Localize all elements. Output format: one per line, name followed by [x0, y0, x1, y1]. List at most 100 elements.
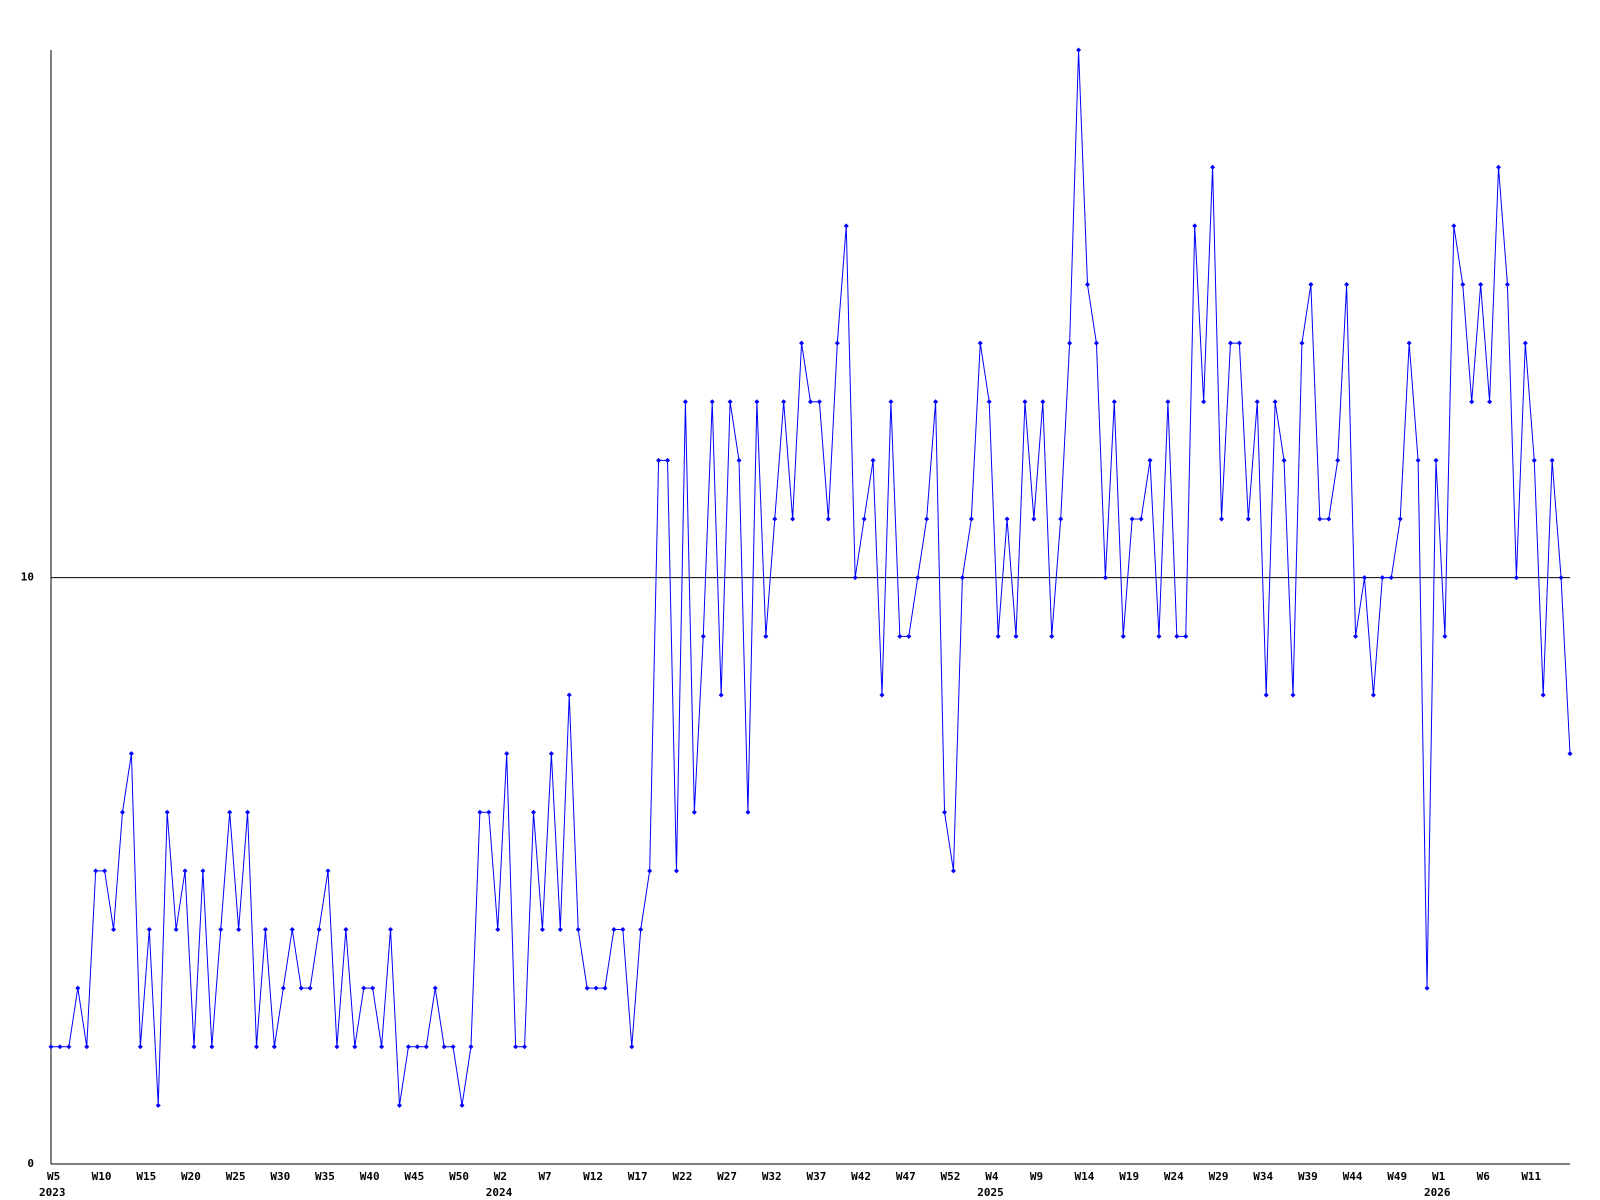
data-point: [1540, 692, 1546, 698]
data-point: [799, 340, 805, 346]
data-point: [1147, 457, 1153, 463]
data-point: [334, 1044, 340, 1050]
data-point: [173, 926, 179, 932]
data-point: [1129, 516, 1135, 522]
data-point: [584, 985, 590, 991]
data-point: [906, 633, 912, 639]
data-point: [1379, 575, 1385, 581]
data-point: [879, 692, 885, 698]
data-point: [1335, 457, 1341, 463]
data-point: [1245, 516, 1251, 522]
data-point: [977, 340, 983, 346]
data-point: [423, 1044, 429, 1050]
data-point: [888, 399, 894, 405]
data-point: [1549, 457, 1555, 463]
data-point: [1433, 457, 1439, 463]
data-point: [682, 399, 688, 405]
data-point: [629, 1044, 635, 1050]
x-tick-label: W52: [941, 1170, 961, 1183]
data-point: [513, 1044, 519, 1050]
data-point: [352, 1044, 358, 1050]
data-point: [816, 399, 822, 405]
data-point: [441, 1044, 447, 1050]
data-point: [522, 1044, 528, 1050]
x-tick-label: W1: [1432, 1170, 1446, 1183]
data-point: [825, 516, 831, 522]
data-point: [968, 516, 974, 522]
data-point: [146, 926, 152, 932]
data-point: [1388, 575, 1394, 581]
data-point: [1460, 282, 1466, 288]
data-point: [191, 1044, 197, 1050]
data-point: [84, 1044, 90, 1050]
data-point: [450, 1044, 456, 1050]
data-point: [1451, 223, 1457, 229]
x-tick-label: W45: [404, 1170, 424, 1183]
data-point: [1272, 399, 1278, 405]
data-point: [1102, 575, 1108, 581]
data-point: [933, 399, 939, 405]
data-point: [316, 926, 322, 932]
data-point: [1415, 457, 1421, 463]
data-point: [1281, 457, 1287, 463]
data-point: [1031, 516, 1037, 522]
x-year-label: 2024: [486, 1186, 513, 1199]
x-tick-label: W15: [136, 1170, 156, 1183]
data-point: [656, 457, 662, 463]
data-point: [325, 868, 331, 874]
data-point: [575, 926, 581, 932]
data-point: [280, 985, 286, 991]
x-tick-label: W35: [315, 1170, 335, 1183]
data-point: [1076, 47, 1082, 53]
x-tick-label: W27: [717, 1170, 737, 1183]
data-point: [1478, 282, 1484, 288]
data-point: [1183, 633, 1189, 639]
data-point: [691, 809, 697, 815]
data-point: [298, 985, 304, 991]
data-point: [1093, 340, 1099, 346]
x-year-label: 2026: [1424, 1186, 1451, 1199]
x-tick-label: W40: [360, 1170, 380, 1183]
x-year-label: 2023: [39, 1186, 66, 1199]
data-point: [611, 926, 617, 932]
data-point: [1344, 282, 1350, 288]
x-tick-label: W24: [1164, 1170, 1184, 1183]
x-tick-label: W11: [1521, 1170, 1541, 1183]
data-point: [754, 399, 760, 405]
x-tick-label: W47: [896, 1170, 916, 1183]
data-point: [950, 868, 956, 874]
data-point: [1317, 516, 1323, 522]
x-tick-label: W42: [851, 1170, 871, 1183]
data-point: [343, 926, 349, 932]
data-point: [137, 1044, 143, 1050]
x-tick-label: W10: [92, 1170, 112, 1183]
data-point: [182, 868, 188, 874]
x-tick-label: W49: [1387, 1170, 1407, 1183]
data-point: [700, 633, 706, 639]
x-tick-label: W50: [449, 1170, 469, 1183]
x-tick-label: W6: [1477, 1170, 1491, 1183]
data-point: [396, 1102, 402, 1108]
data-point: [1067, 340, 1073, 346]
x-tick-label: W32: [762, 1170, 782, 1183]
data-point: [1120, 633, 1126, 639]
data-point: [495, 926, 501, 932]
data-point: [638, 926, 644, 932]
x-tick-label: W25: [226, 1170, 246, 1183]
data-point: [1022, 399, 1028, 405]
data-point: [48, 1044, 54, 1050]
data-point: [870, 457, 876, 463]
data-point: [1487, 399, 1493, 405]
data-point: [602, 985, 608, 991]
data-point: [432, 985, 438, 991]
data-point: [718, 692, 724, 698]
data-point: [209, 1044, 215, 1050]
x-tick-label: W12: [583, 1170, 603, 1183]
data-point: [647, 868, 653, 874]
data-point: [1254, 399, 1260, 405]
data-point: [1058, 516, 1064, 522]
data-point: [745, 809, 751, 815]
data-point: [1004, 516, 1010, 522]
